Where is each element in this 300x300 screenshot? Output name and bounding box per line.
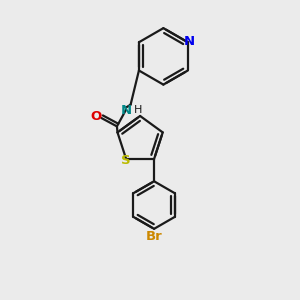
Text: H: H xyxy=(134,105,142,115)
Text: Br: Br xyxy=(146,230,163,243)
Text: N: N xyxy=(184,34,195,48)
Text: N: N xyxy=(120,103,131,116)
Text: S: S xyxy=(121,154,131,167)
Text: O: O xyxy=(91,110,102,123)
